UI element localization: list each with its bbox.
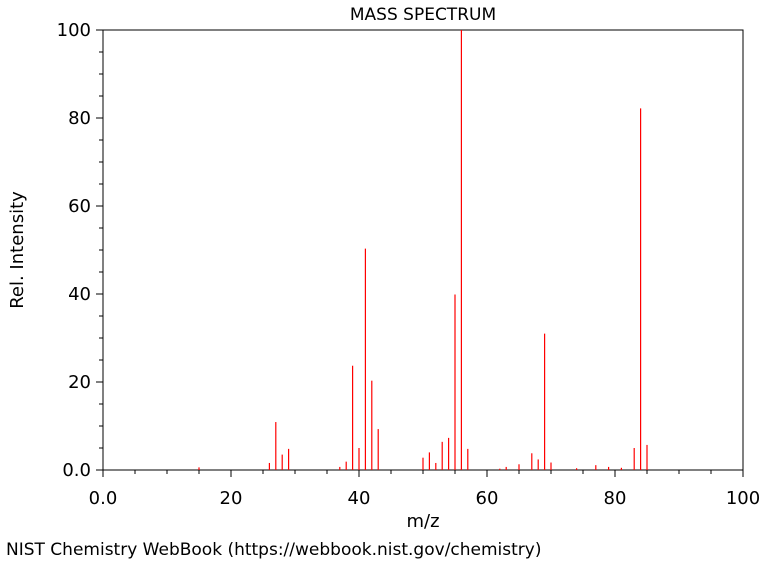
peaks bbox=[198, 30, 648, 470]
x-tick-label: 0.0 bbox=[89, 488, 118, 509]
plot-frame bbox=[102, 29, 744, 471]
y-tick-label: 100 bbox=[57, 20, 91, 41]
y-axis-label: Rel. Intensity bbox=[7, 191, 28, 309]
chart-title: MASS SPECTRUM bbox=[350, 5, 496, 25]
x-tick-label: 80 bbox=[604, 488, 627, 509]
y-tick-label: 60 bbox=[68, 196, 91, 217]
y-tick-label: 80 bbox=[68, 108, 91, 129]
axis-ticks: 0.0 20 40 60 80 100 0.0 20 40 60 80 100 bbox=[57, 20, 761, 509]
y-tick-label: 0.0 bbox=[62, 460, 91, 481]
y-tick-label: 20 bbox=[68, 372, 91, 393]
mass-spectrum-chart: MASS SPECTRUM 0.0 20 40 60 80 100 0.0 20 40 60 80 1… bbox=[7, 5, 761, 532]
x-tick-label: 20 bbox=[220, 488, 243, 509]
source-credit: NIST Chemistry WebBook (https://webbook.… bbox=[6, 540, 542, 560]
x-tick-label: 100 bbox=[726, 488, 760, 509]
y-tick-label: 40 bbox=[68, 284, 91, 305]
x-tick-label: 60 bbox=[476, 488, 499, 509]
x-axis-label: m/z bbox=[406, 511, 439, 532]
x-tick-label: 40 bbox=[348, 488, 371, 509]
